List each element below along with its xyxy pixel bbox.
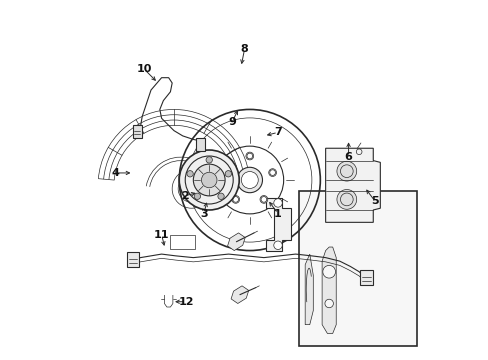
FancyBboxPatch shape: [360, 270, 372, 285]
Circle shape: [336, 189, 356, 209]
Text: 3: 3: [200, 208, 207, 219]
Text: 1: 1: [274, 208, 281, 219]
Polygon shape: [322, 247, 336, 333]
Bar: [299, 190, 417, 346]
Circle shape: [223, 169, 230, 176]
Circle shape: [260, 195, 267, 203]
Circle shape: [269, 170, 275, 175]
Text: 11: 11: [154, 230, 169, 240]
Text: 5: 5: [370, 196, 378, 206]
Circle shape: [237, 167, 262, 193]
Circle shape: [324, 299, 333, 308]
Text: 7: 7: [274, 127, 281, 138]
Polygon shape: [227, 233, 244, 251]
Circle shape: [232, 197, 238, 202]
Circle shape: [205, 157, 212, 163]
Circle shape: [224, 170, 229, 175]
Circle shape: [273, 241, 282, 249]
Circle shape: [241, 171, 258, 189]
Circle shape: [218, 193, 224, 199]
Text: 6: 6: [344, 152, 352, 162]
Text: 10: 10: [136, 64, 151, 74]
Polygon shape: [325, 148, 380, 222]
Circle shape: [246, 153, 252, 159]
Circle shape: [268, 169, 276, 176]
Circle shape: [245, 152, 253, 160]
Text: 9: 9: [228, 117, 236, 127]
Circle shape: [322, 265, 335, 278]
Circle shape: [201, 172, 217, 188]
Circle shape: [224, 171, 231, 177]
Polygon shape: [231, 286, 248, 303]
Polygon shape: [305, 254, 313, 325]
Circle shape: [186, 171, 193, 177]
Text: 4: 4: [112, 168, 120, 178]
Text: 2: 2: [180, 191, 188, 201]
Circle shape: [273, 199, 282, 207]
Circle shape: [231, 195, 239, 203]
Circle shape: [193, 164, 224, 196]
Text: 8: 8: [240, 45, 248, 54]
Circle shape: [336, 161, 356, 181]
FancyBboxPatch shape: [196, 138, 204, 151]
FancyBboxPatch shape: [132, 125, 142, 138]
Circle shape: [194, 193, 200, 199]
FancyBboxPatch shape: [127, 252, 139, 267]
Polygon shape: [265, 198, 291, 251]
Text: 12: 12: [178, 297, 194, 307]
Circle shape: [179, 150, 239, 210]
Circle shape: [261, 197, 266, 202]
Polygon shape: [170, 235, 195, 249]
